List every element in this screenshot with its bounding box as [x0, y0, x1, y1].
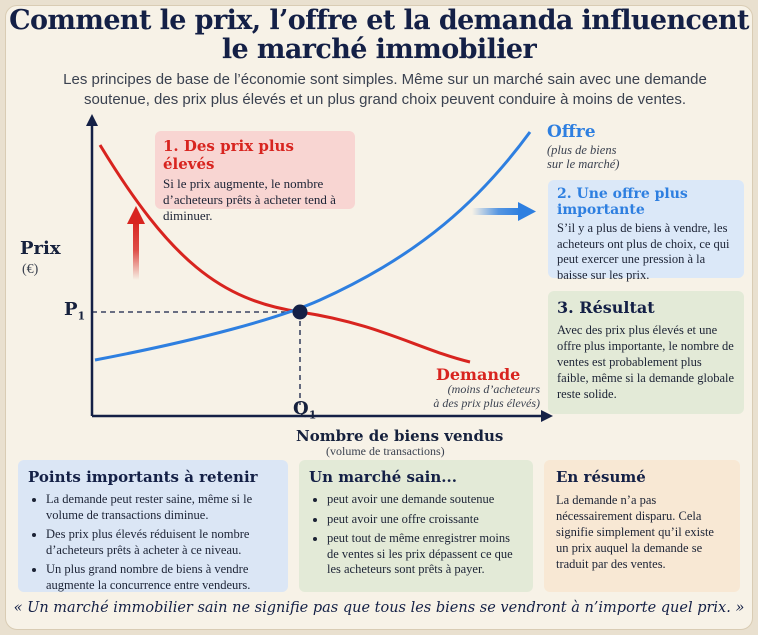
- key-points-list: La demande peut rester saine, même si le…: [28, 492, 278, 593]
- p1-subscript: 1: [77, 309, 86, 323]
- supply-arrow-head: [518, 202, 536, 221]
- healthy-market-list: peut avoir une demande soutenue peut avo…: [309, 492, 523, 578]
- supply-label: Offre: [547, 122, 596, 142]
- price-up-arrow-shaft: [133, 220, 139, 280]
- result-box: 3. Résultat Avec des prix plus élevés et…: [548, 291, 744, 414]
- demand-label: Demande: [436, 365, 521, 384]
- demand-sublabel-line-1: (moins d’acheteurs: [447, 382, 540, 396]
- list-item: Des prix plus élevés réduisent le nombre…: [46, 527, 278, 558]
- supply-sublabel: (plus de biens sur le marché): [547, 143, 619, 171]
- y-axis-label: Prix: [20, 238, 61, 259]
- supply-arrow-shaft: [472, 208, 520, 215]
- more-supply-title: 2. Une offre plus importante: [557, 186, 688, 218]
- list-item: peut avoir une demande soutenue: [327, 492, 523, 508]
- title-line-1: Comment le prix, l’offre et la demanda i…: [9, 5, 749, 36]
- y-axis-unit: (€): [22, 262, 39, 277]
- x-axis-arrow: [541, 410, 553, 422]
- summary-title: En résumé: [556, 468, 646, 486]
- higher-prices-text: Si le prix augmente, le nombre d’acheteu…: [163, 176, 336, 223]
- summary-text: La demande n’a pas nécessairement dispar…: [556, 493, 714, 571]
- demand-sublabel: (moins d’acheteurs à des prix plus élevé…: [428, 382, 540, 410]
- q1-letter: Q: [293, 398, 309, 419]
- q1-label: Q1: [293, 398, 316, 422]
- supply-sublabel-line-1: (plus de biens: [547, 143, 617, 157]
- healthy-market-title: Un marché sain...: [309, 468, 457, 486]
- demand-sublabel-line-2: à des prix plus élevés): [433, 395, 540, 410]
- y-axis-arrow: [86, 114, 98, 126]
- price-up-arrow-head: [127, 206, 145, 224]
- more-supply-box: 2. Une offre plus importante S’il y a pl…: [548, 180, 744, 282]
- key-points-title: Points importants à retenir: [28, 468, 258, 486]
- list-item: peut avoir une offre croissante: [327, 512, 523, 528]
- supply-curve: [94, 131, 532, 362]
- list-item: Un plus grand nombre de biens à vendre a…: [46, 562, 278, 593]
- closing-quote: « Un marché immobilier sain ne signifie …: [13, 600, 745, 616]
- result-text: Avec des prix plus élevés et une offre p…: [557, 323, 735, 401]
- page-title: Comment le prix, l’offre et la demanda i…: [0, 6, 758, 64]
- more-supply-text: S’il y a plus de biens à vendre, les ach…: [557, 221, 730, 282]
- q1-subscript: 1: [308, 408, 317, 422]
- intro-text: Les principes de base de l’économie sont…: [63, 71, 707, 108]
- list-item: peut tout de même enregistrer moins de v…: [327, 531, 523, 578]
- equilibrium-point: [292, 304, 308, 320]
- key-points-panel: Points importants à retenir La demande p…: [18, 460, 288, 592]
- x-axis-sublabel: (volume de transactions): [326, 444, 445, 458]
- healthy-market-panel: Un marché sain... peut avoir une demande…: [299, 460, 533, 592]
- list-item: La demande peut rester saine, même si le…: [46, 492, 278, 523]
- higher-prices-box: 1. Des prix plus élevés Si le prix augme…: [155, 131, 355, 223]
- p1-letter: P: [64, 299, 78, 320]
- title-line-2: le marché immobilier: [221, 34, 537, 65]
- p1-label: P1: [64, 299, 85, 323]
- x-axis-label: Nombre de biens vendus: [296, 427, 504, 445]
- result-title: 3. Résultat: [557, 298, 655, 317]
- supply-sublabel-line-2: sur le marché): [547, 157, 620, 171]
- higher-prices-title: 1. Des prix plus élevés: [163, 137, 294, 173]
- summary-panel: En résumé La demande n’a pas nécessairem…: [544, 460, 740, 592]
